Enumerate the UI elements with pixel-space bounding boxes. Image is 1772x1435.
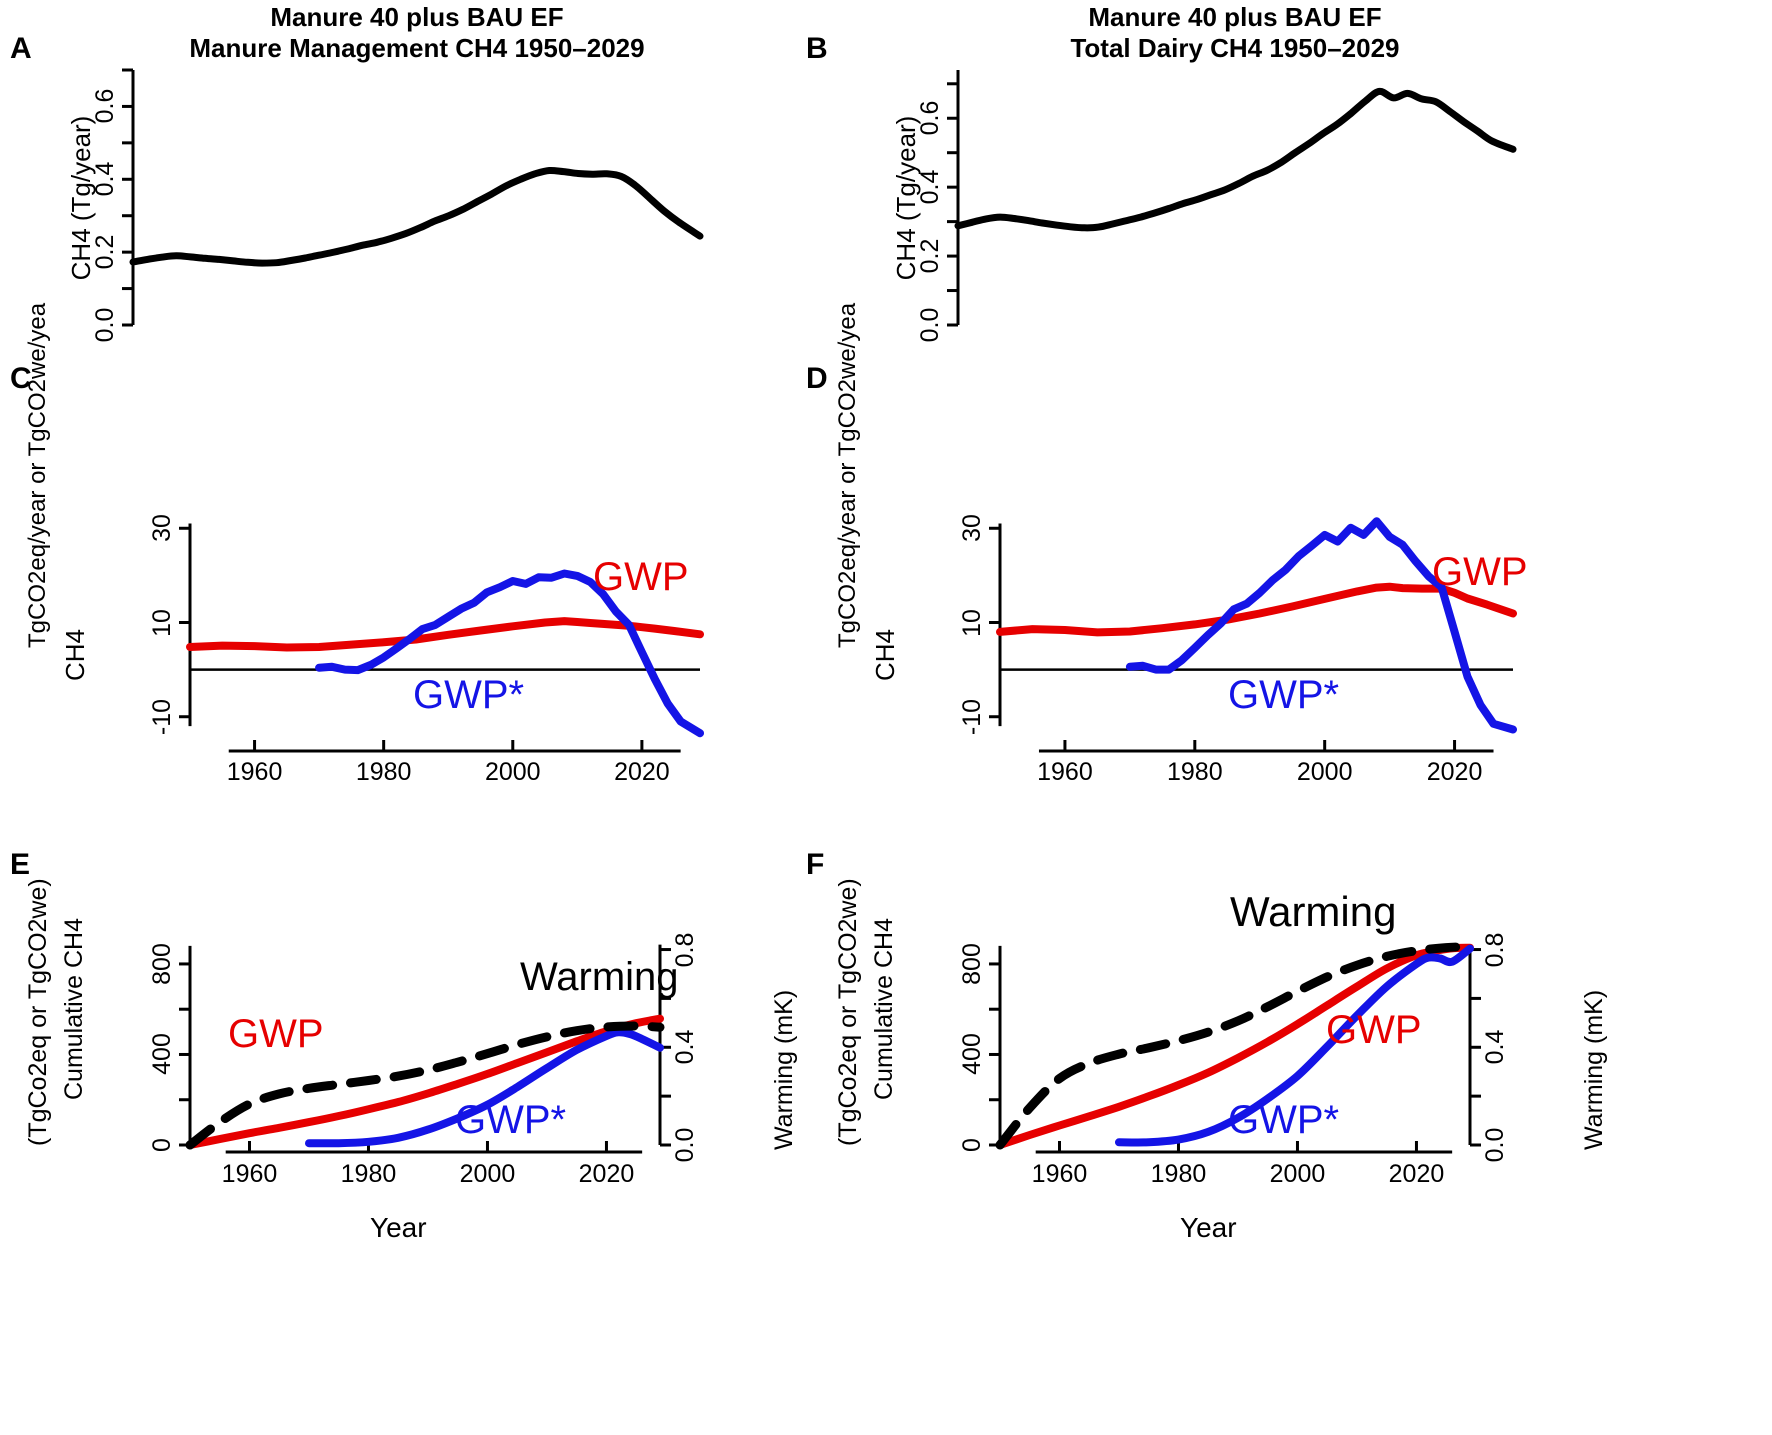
series-gwp-c <box>315 569 704 738</box>
panel-c-xtick-3: 2020 <box>614 758 670 786</box>
panel-b-letter: B <box>806 32 828 65</box>
panel-a-title: Manure 40 plus BAU EF Manure Management … <box>189 2 645 63</box>
panel-f-ytick-2: 800 <box>958 943 986 985</box>
panel-f-letter: F <box>806 848 825 881</box>
panel-f-ytick-0: 0 <box>958 1138 986 1152</box>
panel-f-legend-gwpstar: GWP* <box>1228 1098 1340 1142</box>
panel-e-legend-warming: Warming <box>520 955 679 999</box>
panel-e-xtick-2: 2000 <box>459 1160 516 1188</box>
panel-f-y2tick-0: 0.0 <box>1481 1127 1509 1163</box>
panel-d-letter: D <box>806 362 828 395</box>
panel-f-xtick-1: 1980 <box>1150 1160 1207 1188</box>
panel-c-legend-gwp: GWP <box>593 555 689 599</box>
series-warming-e <box>185 1021 665 1150</box>
panel-e-xtick-3: 2020 <box>578 1160 635 1188</box>
panel-c-xtick-0: 1960 <box>226 758 283 786</box>
panel-d-xtick-3: 2020 <box>1426 758 1483 786</box>
series-totaldairych-b <box>954 87 1517 232</box>
panel-f-xtick-0: 1960 <box>1031 1160 1088 1188</box>
panel-f-ylabel-top: Cumulative CH4 <box>870 917 898 1100</box>
panel-f-xtick-3: 2020 <box>1388 1160 1445 1188</box>
series-gwp-d <box>996 582 1517 637</box>
panel-a-letter: A <box>10 32 32 65</box>
series-gwp-c <box>186 617 704 652</box>
panel-f-y2label: Warming (mK) <box>1580 989 1608 1150</box>
series-gwp-e <box>186 1014 664 1149</box>
panel-e-legend-gwpstar: GWP* <box>455 1098 567 1142</box>
series-gwp-d <box>1125 517 1517 734</box>
series-manuremanagementch-a <box>129 166 704 267</box>
panel-f-y2tick-2: 0.8 <box>1481 932 1509 967</box>
panel-c-xtick-2: 2000 <box>484 758 541 786</box>
panel-e-xtick-1: 1980 <box>340 1160 397 1188</box>
panel-f-ylabel-units: (TgCo2eq or TgCO2we) <box>834 878 862 1146</box>
panel-f-legend-gwp: GWP <box>1326 1008 1422 1052</box>
panel-e-xtick-0: 1960 <box>221 1160 278 1188</box>
panel-f-xlabel: Year <box>1180 1212 1237 1243</box>
panel-e-xlabel: Year <box>370 1212 427 1243</box>
panel-d-xtick-1: 1980 <box>1166 758 1223 786</box>
panel-c-legend-gwpstar: GWP* <box>413 673 525 717</box>
panel-f-ytick-1: 400 <box>958 1033 986 1076</box>
series-gwp-e <box>305 1028 664 1148</box>
panel-f-xtick-2: 2000 <box>1269 1160 1326 1188</box>
panel-c-letter: C <box>10 362 32 395</box>
panel-e-legend-gwp: GWP <box>228 1012 324 1056</box>
series-warming-f <box>995 942 1475 1150</box>
panel-d-xtick-2: 2000 <box>1296 758 1353 786</box>
series-gwp-f <box>1115 944 1474 1147</box>
panel-f-legend-warming: Warming <box>1230 888 1397 935</box>
series-gwp-f <box>996 943 1474 1149</box>
panel-d-legend-gwpstar: GWP* <box>1228 673 1340 717</box>
panel-c-xtick-1: 1980 <box>355 758 412 786</box>
panel-b-title: Manure 40 plus BAU EF Total Dairy CH4 19… <box>1070 2 1400 63</box>
panel-d-legend-gwp: GWP <box>1432 550 1528 594</box>
panel-e-letter: E <box>10 848 31 881</box>
panel-f-y2tick-1: 0.4 <box>1481 1029 1509 1065</box>
panel-d-xtick-0: 1960 <box>1037 758 1093 786</box>
